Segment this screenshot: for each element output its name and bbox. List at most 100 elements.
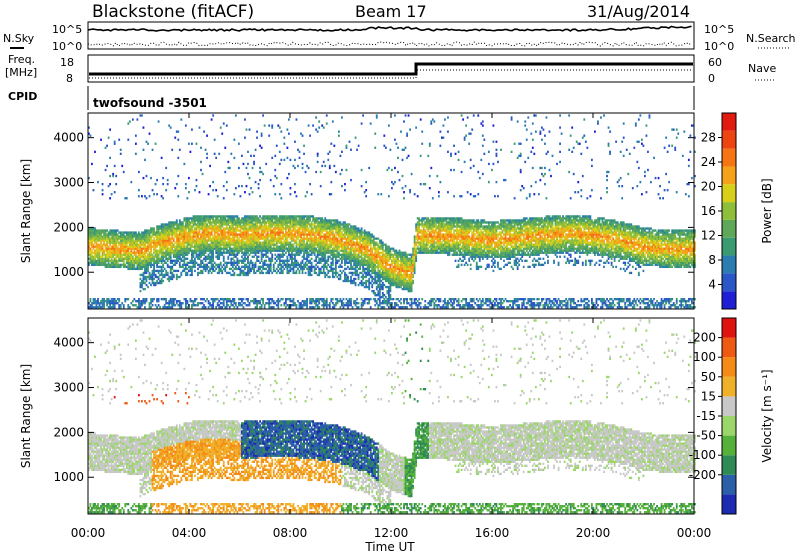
power-cell bbox=[90, 135, 92, 137]
power-cell bbox=[286, 223, 288, 225]
power-cell bbox=[215, 306, 217, 308]
power-cell bbox=[282, 256, 284, 258]
power-cell bbox=[155, 248, 157, 250]
power-cell bbox=[299, 272, 301, 274]
power-cell bbox=[306, 191, 308, 193]
power-cell bbox=[99, 304, 101, 306]
power-cell bbox=[270, 268, 272, 270]
power-cell bbox=[271, 256, 273, 258]
power-cell bbox=[347, 306, 349, 308]
power-cell bbox=[120, 304, 122, 306]
power-cell bbox=[258, 217, 260, 219]
power-cell bbox=[117, 262, 119, 264]
power-cell bbox=[191, 272, 193, 274]
power-cell bbox=[149, 195, 151, 197]
power-cell bbox=[338, 252, 340, 254]
power-cell bbox=[153, 229, 155, 231]
power-cell bbox=[229, 246, 231, 248]
power-cell bbox=[147, 268, 149, 270]
power-cell bbox=[294, 258, 296, 260]
power-cell bbox=[306, 241, 308, 243]
power-cell bbox=[326, 306, 328, 308]
power-cell bbox=[114, 298, 116, 300]
power-cell bbox=[150, 262, 152, 264]
power-cell bbox=[120, 306, 122, 308]
power-cell bbox=[165, 300, 167, 302]
power-cell bbox=[255, 266, 257, 268]
power-cell bbox=[220, 250, 222, 252]
power-cell bbox=[93, 248, 95, 250]
power-cell bbox=[232, 266, 234, 268]
power-cell bbox=[271, 272, 273, 274]
power-cell bbox=[150, 252, 152, 254]
power-cell bbox=[315, 116, 317, 118]
power-cell bbox=[236, 258, 238, 260]
power-cell bbox=[326, 268, 328, 270]
power-cell bbox=[279, 163, 281, 165]
power-cell bbox=[252, 262, 254, 264]
power-cell bbox=[341, 169, 343, 171]
power-cell bbox=[289, 298, 291, 300]
power-cell bbox=[150, 237, 152, 239]
power-cell bbox=[320, 185, 322, 187]
power-cell bbox=[296, 272, 298, 274]
power-cell bbox=[262, 173, 264, 175]
power-cell bbox=[158, 300, 160, 302]
power-cell bbox=[106, 304, 108, 306]
power-cell bbox=[338, 256, 340, 258]
power-cell bbox=[255, 298, 257, 300]
power-cell bbox=[238, 185, 240, 187]
power-cell bbox=[171, 235, 173, 237]
power-cell bbox=[177, 130, 179, 132]
power-cell bbox=[194, 300, 196, 302]
power-cell bbox=[108, 298, 110, 300]
power-cell bbox=[183, 260, 185, 262]
power-cell bbox=[143, 126, 145, 128]
power-cell bbox=[346, 260, 348, 262]
power-cell bbox=[229, 272, 231, 274]
power-cell bbox=[299, 151, 301, 153]
power-cell bbox=[320, 262, 322, 264]
power-cell bbox=[152, 235, 154, 237]
power-cell bbox=[314, 233, 316, 235]
power-cell bbox=[271, 124, 273, 126]
power-cell bbox=[153, 237, 155, 239]
power-cell bbox=[358, 278, 360, 280]
power-cell bbox=[358, 254, 360, 256]
power-cell bbox=[250, 187, 252, 189]
power-cell bbox=[270, 302, 272, 304]
power-cell bbox=[212, 304, 214, 306]
power-cell bbox=[183, 256, 185, 258]
power-cell bbox=[173, 237, 175, 239]
power-cell bbox=[308, 256, 310, 258]
power-cell bbox=[123, 304, 125, 306]
power-cell bbox=[282, 231, 284, 233]
power-cell bbox=[265, 254, 267, 256]
power-cell bbox=[362, 266, 364, 268]
power-cell bbox=[146, 272, 148, 274]
power-cell bbox=[212, 217, 214, 219]
power-cell bbox=[343, 302, 345, 304]
power-cell bbox=[146, 280, 148, 282]
power-cell bbox=[255, 262, 257, 264]
power-cell bbox=[94, 227, 96, 229]
power-cell bbox=[130, 181, 132, 183]
power-cell bbox=[285, 300, 287, 302]
power-cell bbox=[233, 298, 235, 300]
power-cell bbox=[197, 274, 199, 276]
power-cell bbox=[341, 260, 343, 262]
power-cell bbox=[199, 229, 201, 231]
power-cell bbox=[186, 302, 188, 304]
power-cell bbox=[173, 276, 175, 278]
power-cell bbox=[294, 141, 296, 143]
power-cell bbox=[208, 272, 210, 274]
power-cell bbox=[243, 163, 245, 165]
power-cell bbox=[144, 282, 146, 284]
power-cell bbox=[293, 268, 295, 270]
power-cell bbox=[152, 254, 154, 256]
power-cell bbox=[352, 306, 354, 308]
power-cell bbox=[255, 254, 257, 256]
power-cell bbox=[358, 276, 360, 278]
power-cell bbox=[127, 250, 129, 252]
power-cell bbox=[156, 193, 158, 195]
